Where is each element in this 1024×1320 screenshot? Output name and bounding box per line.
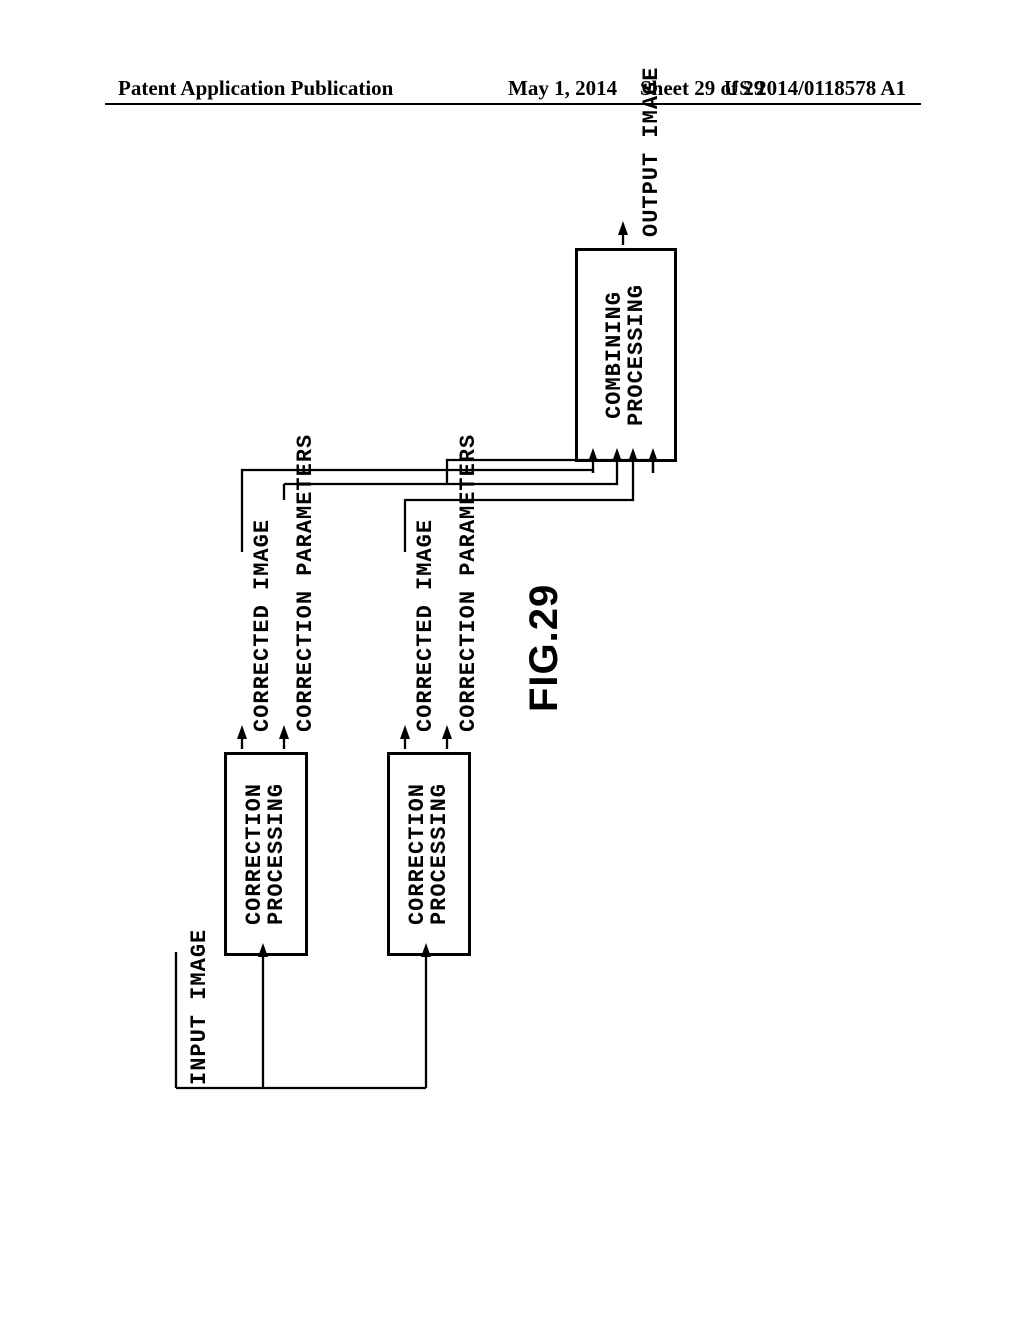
diagram-connectors: [0, 0, 1024, 1320]
flow-diagram-clean: CORRECTIONPROCESSINGCORRECTIONPROCESSING…: [0, 0, 1024, 1320]
